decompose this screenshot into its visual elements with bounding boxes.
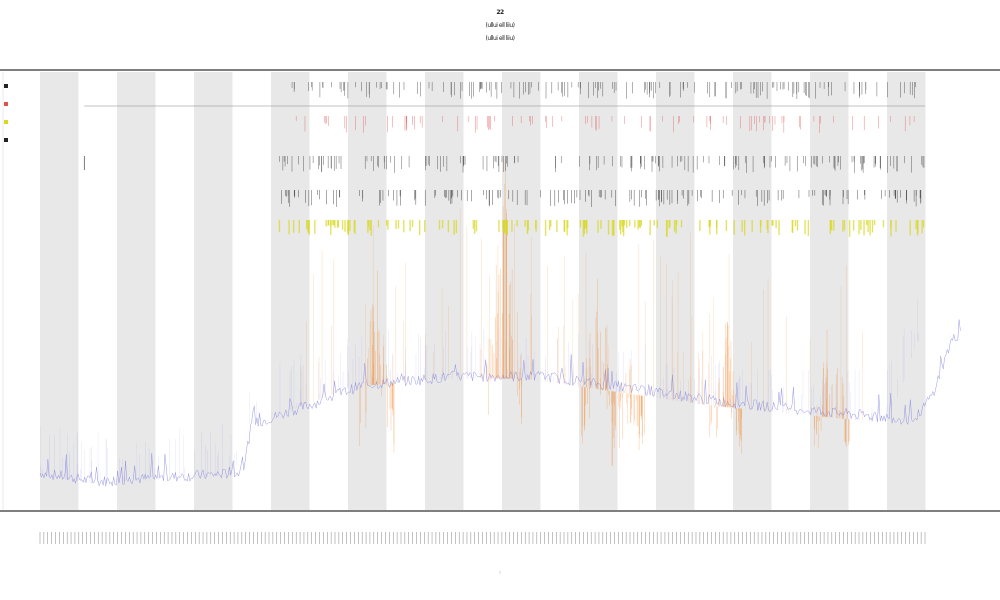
axes (0, 69, 1000, 512)
shaded-band (348, 72, 387, 510)
shaded-band (425, 72, 464, 510)
shaded-bands (40, 72, 926, 510)
series-baseline (39, 298, 961, 487)
chart-subtitle-2: (ullui ell liiu) (485, 35, 515, 42)
shaded-band (502, 72, 541, 510)
chart-title: 22 (496, 9, 504, 16)
shaded-band (194, 72, 233, 510)
x-tick-labels (39, 532, 926, 544)
chart-subtitle-1: (ullui ell liiu) (485, 22, 515, 29)
feature-tracks (83, 82, 925, 237)
series-peaks (302, 159, 863, 466)
legend-swatch (4, 138, 8, 142)
chart-title-block: 22 (ullui ell liiu) (ullui ell liiu) (0, 6, 1000, 45)
legend (4, 84, 8, 142)
shaded-band (887, 72, 926, 510)
baseline-line (39, 319, 961, 487)
legend-swatch (4, 120, 8, 124)
legend-swatch (4, 84, 8, 88)
shaded-band (40, 72, 79, 510)
shaded-band (810, 72, 849, 510)
x-axis-label: | (499, 570, 500, 574)
legend-swatch (4, 102, 8, 106)
shaded-band (579, 72, 618, 510)
shaded-band (656, 72, 695, 510)
shaded-band (271, 72, 310, 510)
shaded-band (117, 72, 156, 510)
shaded-band (733, 72, 772, 510)
